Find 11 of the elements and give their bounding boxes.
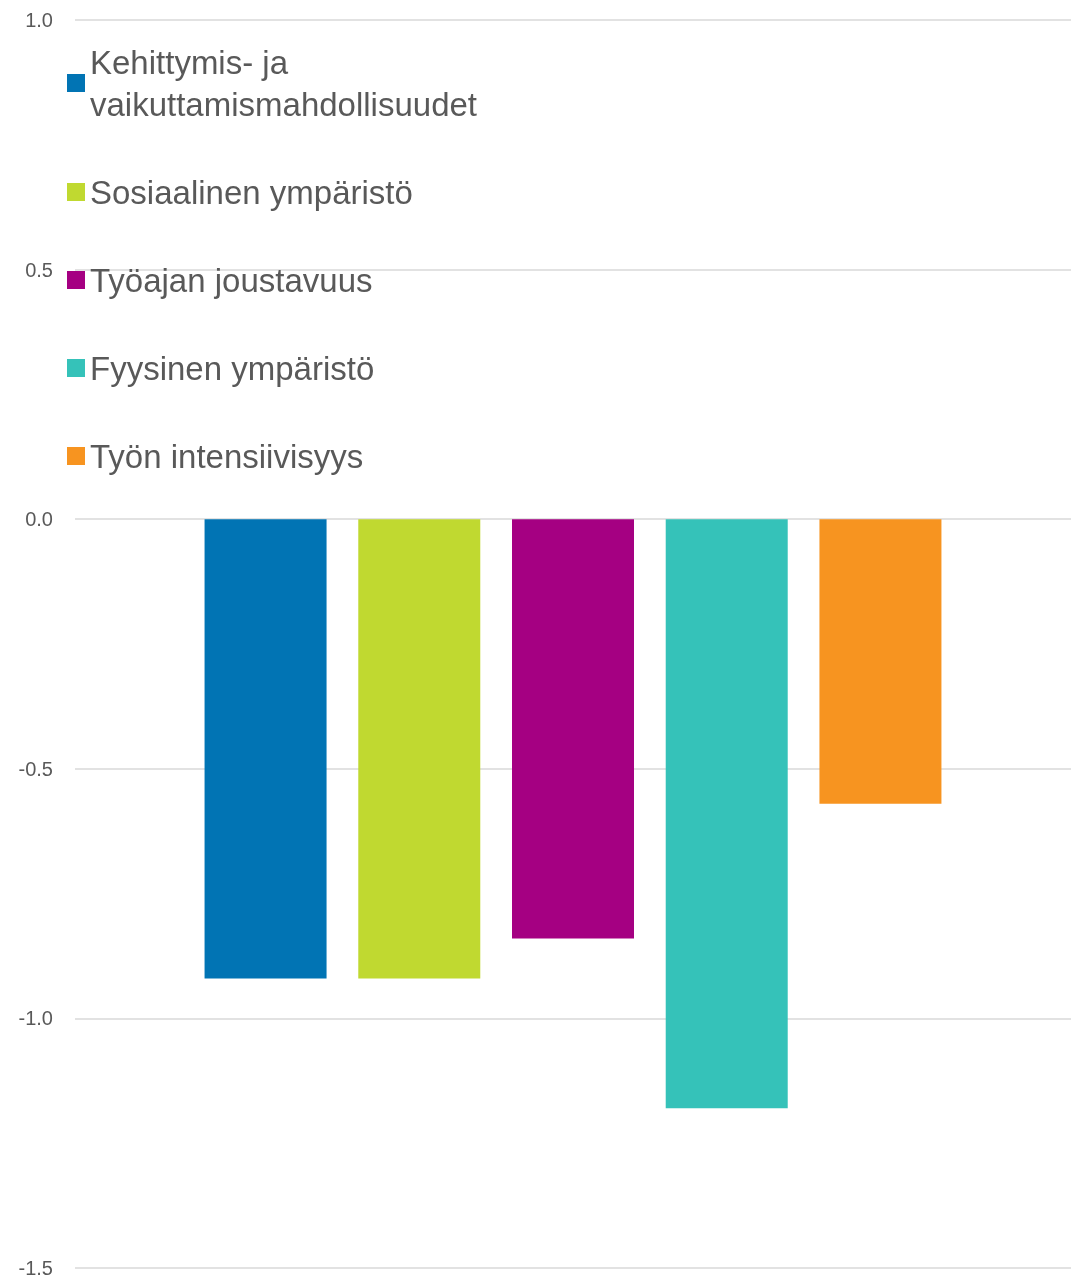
y-tick-label: 0.5 — [25, 258, 53, 281]
y-tick-label: 1.0 — [25, 9, 53, 31]
y-tick-label: -0.5 — [18, 757, 53, 780]
legend-label: Sosiaalinen ympäristö — [90, 173, 413, 211]
y-tick-label: -1.5 — [18, 1257, 53, 1278]
legend-label: Työn intensiivisyys — [90, 437, 364, 475]
y-tick-label: -1.0 — [18, 1007, 53, 1030]
legend-label: Kehittymis- ja vaikuttamismahdollisuudet — [90, 43, 478, 123]
y-tick-label: 0.0 — [25, 508, 53, 531]
legend-label: Työajan joustavuus — [90, 261, 373, 299]
legend-label: Fyysinen ympäristö — [90, 349, 375, 387]
